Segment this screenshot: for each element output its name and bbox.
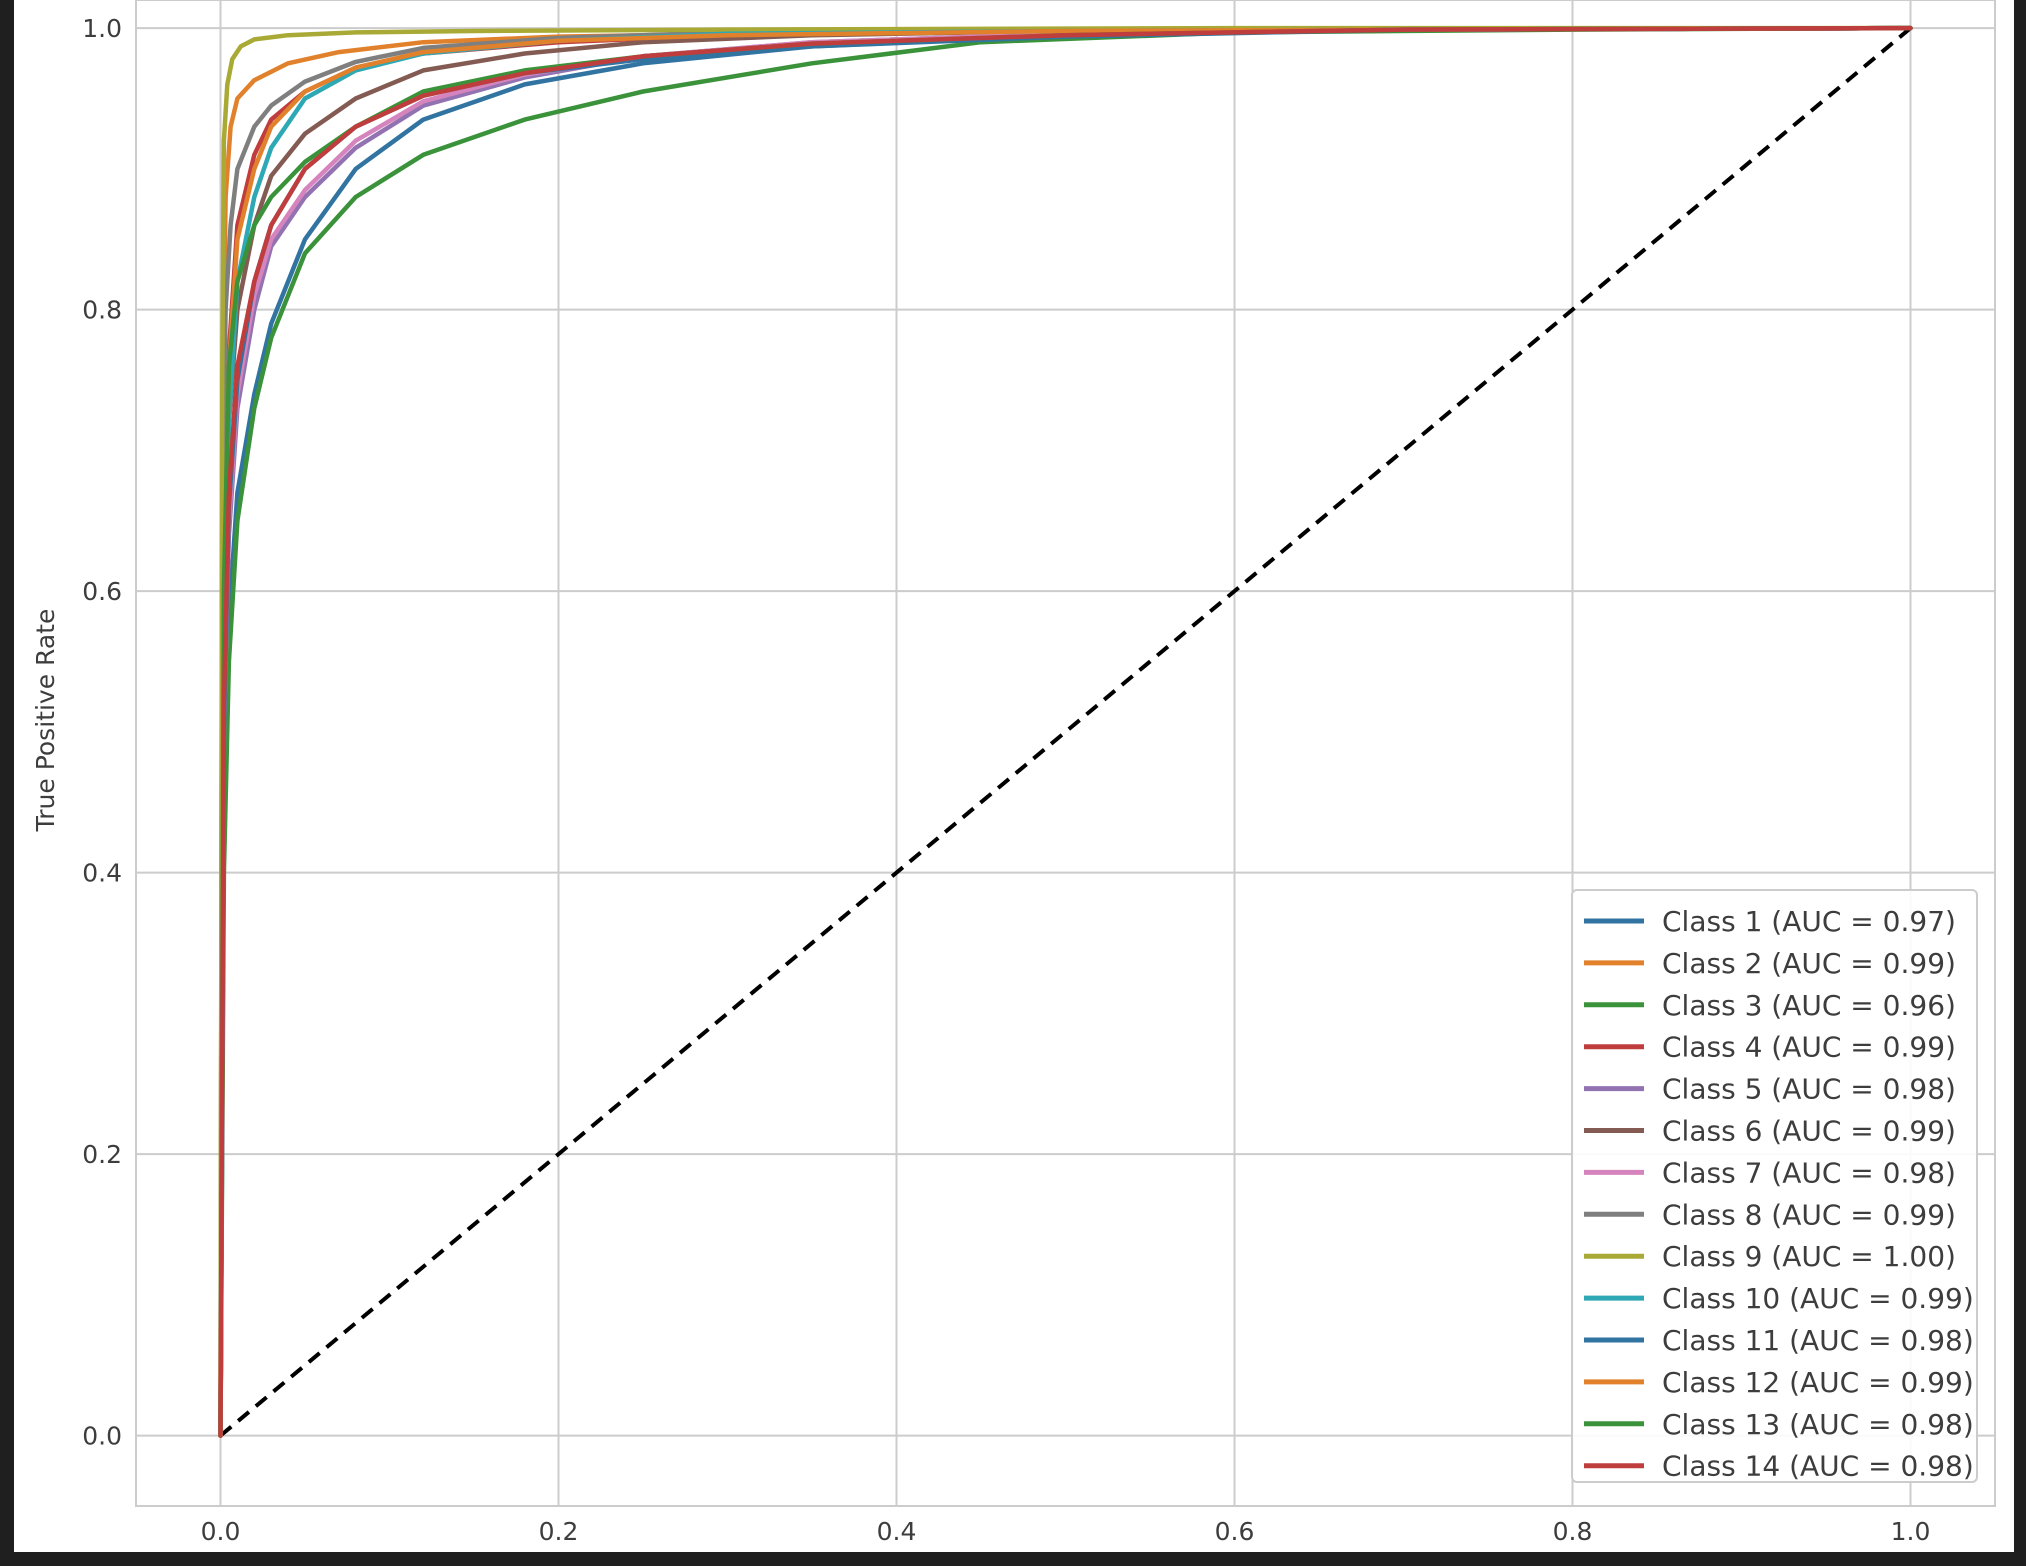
- legend-label-class-6: Class 6 (AUC = 0.99): [1662, 1115, 1956, 1148]
- legend-box: [1571, 889, 1978, 1483]
- legend: Class 1 (AUC = 0.97) Class 2 (AUC = 0.99)…: [1571, 889, 1978, 1483]
- legend-label-class-9: Class 9 (AUC = 1.00): [1662, 1240, 1956, 1273]
- status-strip: [0, 1552, 2026, 1566]
- legend-label-class-7: Class 7 (AUC = 0.98): [1662, 1156, 1956, 1189]
- legend-label-class-2: Class 2 (AUC = 0.99): [1662, 947, 1956, 980]
- y-tick-label: 0.2: [82, 1140, 122, 1169]
- series-lines: [218, 25, 1913, 1438]
- y-tick-label: 0.4: [82, 859, 122, 888]
- x-tick-label: 0.4: [877, 1517, 917, 1546]
- x-tick-label: 0.6: [1215, 1517, 1255, 1546]
- x-tick-label: 0.0: [201, 1517, 241, 1546]
- y-tick-label: 1.0: [82, 14, 122, 43]
- x-tick-label: 1.0: [1891, 1517, 1931, 1546]
- y-axis-label: True Positive Rate: [31, 609, 60, 833]
- legend-label-class-1: Class 1 (AUC = 0.97): [1662, 905, 1956, 938]
- series-line-class-9: [218, 25, 1913, 1438]
- legend-label-class-11: Class 11 (AUC = 0.98): [1662, 1324, 1974, 1357]
- legend-label-class-14: Class 14 (AUC = 0.98): [1662, 1450, 1974, 1483]
- y-tick-label: 0.0: [82, 1422, 122, 1451]
- series-line-class-14: [218, 25, 1913, 1438]
- legend-label-class-12: Class 12 (AUC = 0.99): [1662, 1366, 1974, 1399]
- x-tick-labels: 0.0 0.2 0.4 0.6 0.8 1.0: [201, 1517, 1931, 1546]
- y-tick-label: 0.8: [82, 296, 122, 325]
- x-tick-label: 0.2: [539, 1517, 579, 1546]
- roc-chart: 0.0 0.2 0.4 0.6 0.8 1.0 0.0 0.2 0.4 0.6 0.8 1.0 Tr…: [31, 0, 1996, 1546]
- legend-label-class-8: Class 8 (AUC = 0.99): [1662, 1198, 1956, 1231]
- y-tick-label: 0.6: [82, 577, 122, 606]
- legend-label-class-4: Class 4 (AUC = 0.99): [1662, 1031, 1956, 1064]
- legend-label-class-10: Class 10 (AUC = 0.99): [1662, 1282, 1974, 1315]
- legend-label-class-5: Class 5 (AUC = 0.98): [1662, 1073, 1956, 1106]
- legend-label-class-3: Class 3 (AUC = 0.96): [1662, 989, 1956, 1022]
- y-tick-labels: 0.0 0.2 0.4 0.6 0.8 1.0: [82, 14, 122, 1450]
- legend-label-class-13: Class 13 (AUC = 0.98): [1662, 1408, 1974, 1441]
- x-tick-label: 0.8: [1553, 1517, 1593, 1546]
- chart-figure: 0.0 0.2 0.4 0.6 0.8 1.0 0.0 0.2 0.4 0.6 0.8 1.0 Tr…: [14, 0, 2014, 1552]
